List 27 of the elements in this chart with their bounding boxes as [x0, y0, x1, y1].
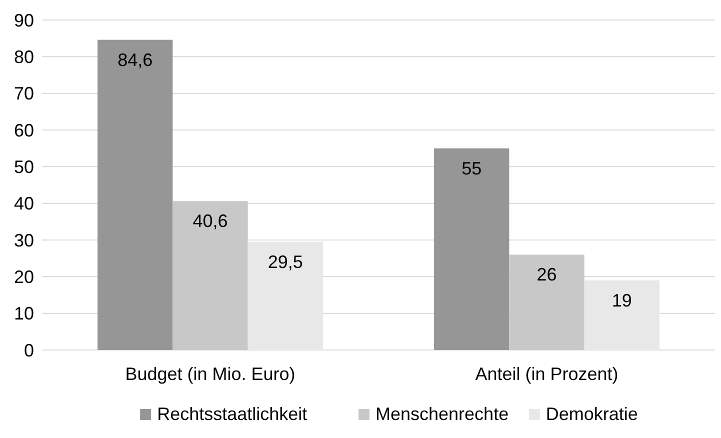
legend-label: Menschenrechte — [376, 404, 509, 424]
data-label: 55 — [462, 158, 482, 178]
y-tick-label: 10 — [14, 304, 34, 324]
x-tick-label: Budget (in Mio. Euro) — [125, 364, 296, 384]
data-label: 84,6 — [118, 50, 153, 70]
y-tick-label: 60 — [14, 120, 34, 140]
legend-label: Rechtsstaatlichkeit — [157, 404, 308, 424]
bar — [98, 40, 173, 350]
data-label: 26 — [536, 264, 557, 285]
bar — [584, 280, 660, 350]
y-tick-label: 0 — [24, 340, 34, 360]
data-label: 19 — [612, 290, 632, 310]
y-tick-label: 40 — [14, 194, 34, 214]
y-tick-label: 20 — [14, 266, 34, 287]
y-tick-label: 50 — [14, 156, 34, 177]
y-tick-label: 30 — [14, 230, 34, 250]
bar — [509, 254, 584, 350]
bar — [434, 148, 510, 350]
legend-label: Demokratie — [546, 404, 638, 424]
y-tick-label: 80 — [14, 46, 34, 67]
bar — [248, 242, 323, 350]
x-tick-label: Anteil (in Prozent) — [475, 364, 618, 384]
data-label: 29,5 — [268, 252, 303, 272]
y-tick-label: 90 — [14, 10, 34, 30]
y-tick-label: 70 — [14, 84, 34, 104]
bar — [172, 201, 248, 350]
data-label: 40,6 — [192, 211, 228, 232]
